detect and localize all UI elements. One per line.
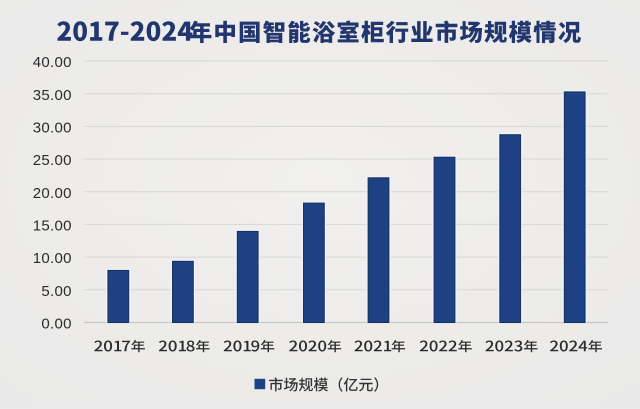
svg-text:5.00: 5.00: [41, 283, 71, 300]
svg-text:20.00: 20.00: [33, 185, 72, 202]
svg-text:40.00: 40.00: [33, 54, 72, 71]
svg-text:35.00: 35.00: [33, 87, 72, 104]
svg-text:10.00: 10.00: [33, 250, 72, 267]
svg-text:30.00: 30.00: [33, 120, 72, 137]
svg-text:0.00: 0.00: [41, 316, 71, 333]
svg-text:25.00: 25.00: [33, 152, 72, 169]
svg-text:15.00: 15.00: [33, 218, 72, 235]
